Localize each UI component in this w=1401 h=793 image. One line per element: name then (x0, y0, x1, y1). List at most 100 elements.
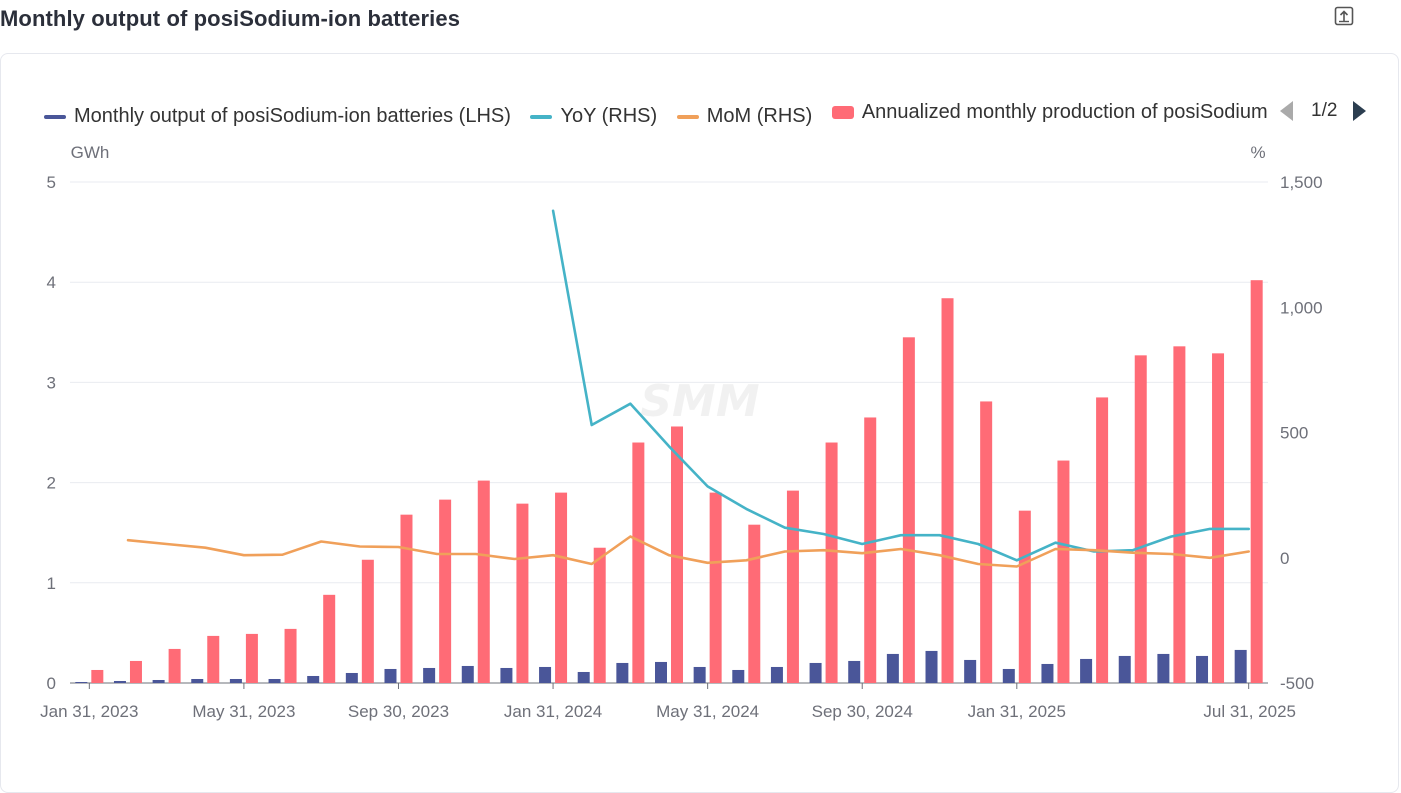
legend-item-monthly-output[interactable]: Monthly output of posiSodium-ion batteri… (44, 101, 511, 129)
annualized-production-bar (207, 635, 220, 683)
legend-label: YoY (RHS) (560, 105, 658, 127)
legend-item-mom[interactable]: MoM (RHS) (676, 101, 812, 129)
legend-label: Monthly output of posiSodium-ion batteri… (74, 105, 511, 127)
annualized-production-bar (284, 628, 297, 683)
left-axis-tick-label: 2 (47, 474, 56, 493)
legend-item-annualized[interactable]: Annualized monthly production of posiSod… (831, 96, 1268, 128)
legend-swatch-monthly-output (44, 114, 66, 119)
legend-label: Annualized monthly production of posiSod… (861, 100, 1268, 123)
page-title: Monthly output of posiSodium-ion batteri… (0, 6, 461, 31)
annualized-production-bar (709, 492, 722, 683)
monthly-output-bar (732, 669, 745, 683)
legend-prev-page-icon[interactable] (1280, 101, 1293, 121)
legend-item-yoy[interactable]: YoY (RHS) (530, 101, 657, 129)
annualized-production-bar (323, 594, 336, 683)
annualized-production-bar (516, 503, 529, 683)
right-axis-tick-label: 500 (1280, 424, 1308, 443)
annualized-production-bar (593, 547, 606, 683)
legend-swatch-yoy (530, 114, 553, 119)
right-axis-unit: % (1250, 143, 1265, 162)
x-axis-tick-label: Jan 31, 2024 (504, 702, 602, 721)
monthly-output-bar (1234, 649, 1247, 683)
monthly-output-bar (345, 672, 358, 683)
annualized-production-bar (671, 426, 683, 683)
mom-line (126, 535, 1250, 568)
monthly-output-bar (577, 671, 590, 683)
x-axis-tick-label: May 31, 2024 (656, 702, 759, 721)
annualized-production-bar (168, 648, 181, 683)
monthly-output-bar (500, 667, 513, 683)
monthly-output-bar (925, 650, 938, 683)
monthly-output-bar (75, 681, 88, 683)
annualized-production-bar (1057, 460, 1070, 683)
annualized-production-bar (941, 298, 954, 683)
left-axis-tick-label: 3 (47, 373, 56, 392)
annualized-production-bar (1134, 355, 1147, 683)
legend-swatch-mom (676, 114, 699, 119)
annualized-production-bar (129, 660, 142, 683)
annualized-production-bar (245, 633, 258, 683)
monthly-output-bar (191, 678, 204, 683)
monthly-output-bar (1002, 668, 1015, 683)
chart-legend: Monthly output of posiSodium-ion batteri… (44, 96, 1268, 128)
x-axis-tick-label: May 31, 2023 (192, 702, 295, 721)
chart-plot: 0 1 2 3 4 5 -500 0 500 1,000 1,500 GWh % SMM Jan 31, 2… (40, 143, 1323, 721)
x-axis-tick-label: Jan 31, 2023 (40, 702, 138, 721)
legend-next-page-icon[interactable] (1353, 101, 1367, 121)
monthly-output-bar (655, 661, 667, 683)
watermark-logo: SMM (640, 376, 759, 427)
annualized-production-bar (1250, 280, 1263, 683)
left-axis-tick-label: 5 (47, 173, 56, 192)
right-axis-tick-label: 1,000 (1280, 298, 1323, 317)
annualized-production-bar (825, 442, 838, 683)
annualized-production-bar (439, 499, 452, 683)
x-axis-tick-label: Jul 31, 2025 (1203, 702, 1296, 721)
annualized-production-bar (91, 669, 104, 683)
monthly-output-bar (307, 675, 320, 683)
monthly-output-bar (268, 678, 281, 683)
monthly-output-bar (1080, 658, 1093, 683)
right-axis-tick-label: -500 (1280, 674, 1314, 693)
annualized-production-bar (1018, 510, 1031, 683)
monthly-output-bar (1157, 653, 1170, 683)
annualized-production-bar (748, 524, 761, 683)
export-icon[interactable] (1334, 6, 1354, 26)
right-axis-tick-label: 0 (1280, 549, 1289, 568)
monthly-output-bar (693, 666, 706, 683)
annualized-production-bar (864, 417, 877, 683)
annualized-production-bar (1096, 397, 1109, 683)
monthly-output-bar (539, 666, 552, 683)
monthly-output-bar (113, 680, 126, 683)
monthly-output-bar (770, 666, 783, 683)
right-axis-tick-label: 1,500 (1280, 173, 1323, 192)
annualized-production-bar (400, 514, 413, 683)
monthly-output-bar (1196, 655, 1209, 683)
left-axis-tick-label: 1 (47, 574, 56, 593)
legend-swatch-annualized (831, 105, 854, 119)
x-axis-tick-label: Sep 30, 2023 (348, 702, 449, 721)
left-axis-tick-label: 0 (47, 674, 56, 693)
annualized-production-bar (361, 559, 374, 683)
monthly-output-bar (423, 667, 436, 683)
legend-pager: 1/2 (1280, 96, 1367, 126)
monthly-output-bar (886, 653, 899, 683)
left-axis-tick-label: 4 (47, 273, 56, 292)
annualized-production-bar (632, 442, 645, 683)
yoy-line (551, 209, 1250, 562)
x-axis-tick-label: Sep 30, 2024 (812, 702, 913, 721)
annualized-production-bar (555, 492, 568, 683)
monthly-output-bar (848, 660, 861, 683)
monthly-output-bar (1041, 663, 1054, 683)
monthly-output-bar (1118, 655, 1131, 683)
annualized-production-bar (980, 401, 993, 683)
monthly-output-bar (152, 679, 165, 683)
monthly-output-bar (461, 665, 474, 683)
legend-page-label: 1/2 (1311, 100, 1338, 121)
annualized-production-bar (1173, 346, 1186, 683)
monthly-output-bar (809, 662, 822, 683)
monthly-output-bar (616, 662, 629, 683)
monthly-output-bar (384, 668, 397, 683)
monthly-output-bar (964, 659, 977, 683)
monthly-output-bar (229, 678, 242, 683)
annualized-production-bar (902, 337, 915, 683)
